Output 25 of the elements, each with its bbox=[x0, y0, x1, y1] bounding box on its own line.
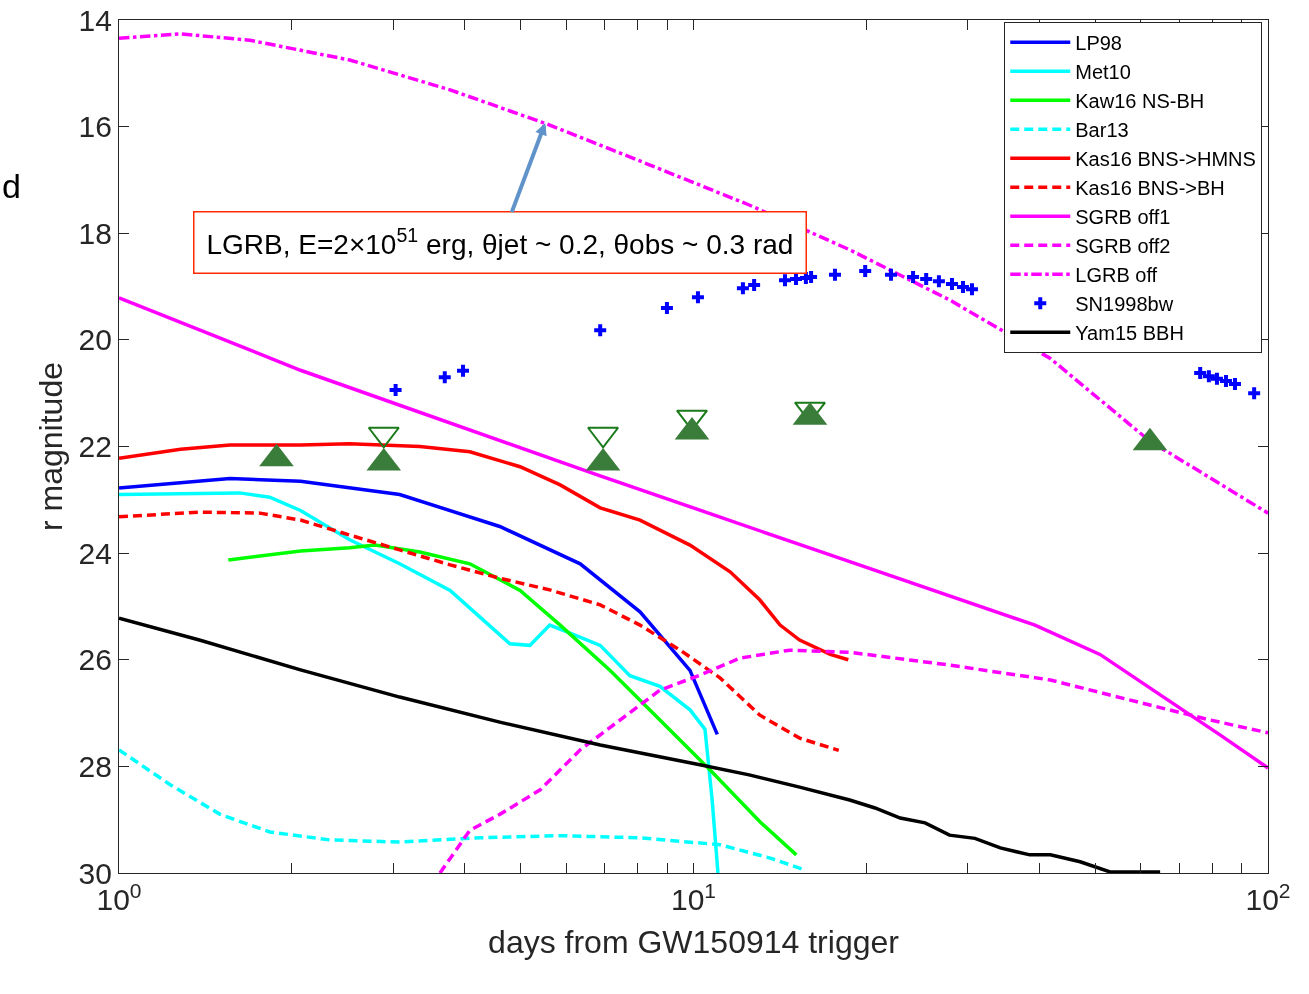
legend-label: SN1998bw bbox=[1075, 293, 1174, 316]
legend-label: Bar13 bbox=[1075, 119, 1129, 142]
annotation: LGRB, E=2×10$^{51}$ erg, θjet ~ 0.2, θobs ~ 0.3 rad bbox=[206, 224, 794, 261]
legend-label: SGRB off1 bbox=[1075, 206, 1171, 229]
x-tick-label: 10$^{1}$ bbox=[670, 878, 717, 917]
legend-label: Met10 bbox=[1075, 61, 1131, 84]
x-tick-label: 10$^{2}$ bbox=[1245, 878, 1291, 917]
x-axis-title: days from GW150914 trigger bbox=[488, 924, 900, 960]
legend-label: SGRB off2 bbox=[1075, 235, 1171, 258]
y-tick-label: 24 bbox=[78, 536, 112, 570]
y-tick-label: 22 bbox=[78, 430, 112, 463]
legend-label: LGRB off bbox=[1075, 264, 1158, 287]
legend-label: Kaw16 NS-BH bbox=[1075, 90, 1205, 113]
y-tick-label: 14 bbox=[78, 3, 112, 37]
text: d bbox=[2, 167, 21, 205]
y-tick-label: 18 bbox=[78, 216, 112, 250]
legend-label: Kas16 BNS->BH bbox=[1075, 177, 1225, 200]
legend-label: Yam15 BBH bbox=[1075, 322, 1184, 345]
y-axis-title: r magnitude bbox=[32, 362, 69, 531]
y-tick-label: 28 bbox=[78, 749, 112, 783]
y-tick-label: 26 bbox=[78, 643, 112, 677]
legend-label: LP98 bbox=[1075, 32, 1122, 55]
y-tick-label: 16 bbox=[78, 110, 112, 144]
legend-label: Kas16 BNS->HMNS bbox=[1075, 148, 1256, 171]
y-tick-label: 20 bbox=[78, 323, 112, 357]
